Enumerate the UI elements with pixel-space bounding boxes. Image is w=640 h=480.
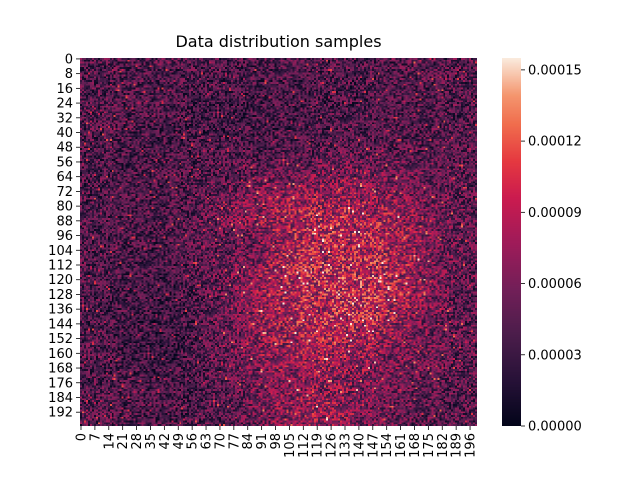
colorbar-tick-label: 0.00012 [528,135,582,150]
x-tick-label: 105 [283,433,298,458]
x-tick-label: 84 [241,433,256,450]
y-tick-label: 144 [48,317,73,332]
x-tick-label: 112 [297,433,312,458]
y-tick-label: 32 [56,111,73,126]
y-tick-label: 64 [56,170,73,185]
y-tick-label: 176 [48,376,73,391]
x-tick-label: 154 [380,433,395,458]
colorbar-tick-label: 0.00000 [528,420,582,435]
x-tick-label: 49 [172,433,187,450]
y-tick-label: 48 [56,141,73,156]
x-tick-label: 182 [436,433,451,458]
chart-title: Data distribution samples [175,32,382,51]
y-tick-label: 0 [65,52,73,67]
x-tick-label: 196 [464,433,479,458]
x-tick-label: 21 [116,433,131,450]
y-tick-label: 24 [56,97,73,112]
x-tick-label: 161 [394,433,409,458]
x-tick-label: 189 [450,433,465,458]
x-tick-label: 7 [88,433,103,441]
y-tick-label: 160 [48,347,73,362]
y-tick-label: 112 [48,259,73,274]
y-tick-label: 104 [48,244,73,259]
x-tick-label: 147 [366,433,381,458]
x-tick-label: 133 [338,433,353,458]
x-tick-label: 140 [352,433,367,458]
colorbar-tick-label: 0.00003 [528,348,582,363]
x-tick-label: 14 [102,433,117,450]
colorbar [502,58,521,426]
x-tick-label: 56 [186,433,201,450]
y-tick-label: 184 [48,391,73,406]
y-tick-label: 96 [56,229,73,244]
y-tick-label: 88 [56,214,73,229]
y-tick-label: 80 [56,200,73,215]
x-tick-label: 77 [227,433,242,450]
colorbar-tick-label: 0.00015 [528,63,582,78]
y-tick-label: 192 [48,406,73,421]
colorbar-tick-label: 0.00009 [528,206,582,221]
x-tick-label: 63 [200,433,215,450]
x-tick-label: 42 [158,433,173,450]
x-tick-label: 28 [130,433,145,450]
x-tick-label: 98 [269,433,284,450]
y-tick-label: 152 [48,332,73,347]
y-tick-label: 40 [56,126,73,141]
x-tick-label: 168 [408,433,423,458]
x-tick-label: 35 [144,433,159,450]
x-tick-label: 175 [422,433,437,458]
y-tick-label: 136 [48,303,73,318]
y-tick-label: 128 [48,288,73,303]
x-tick-label: 119 [311,433,326,458]
heatmap-cells [80,58,477,426]
x-tick-label: 0 [74,433,89,441]
x-tick-label: 91 [255,433,270,450]
x-tick-label: 126 [325,433,340,458]
y-tick-label: 56 [56,155,73,170]
y-tick-label: 72 [56,185,73,200]
y-tick-label: 16 [56,82,73,97]
x-tick-label: 70 [213,433,228,450]
colorbar-tick-label: 0.00006 [528,277,582,292]
y-tick-label: 168 [48,362,73,377]
y-tick-label: 8 [65,67,73,82]
y-tick-label: 120 [48,273,73,288]
